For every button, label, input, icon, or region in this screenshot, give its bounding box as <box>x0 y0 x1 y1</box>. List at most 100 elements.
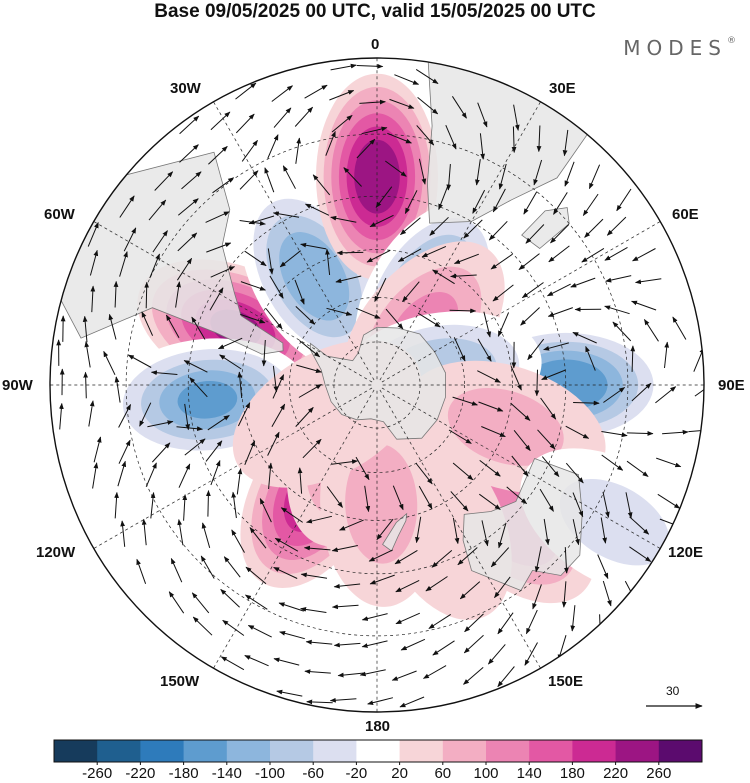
wind-vector <box>472 189 486 214</box>
wind-vector <box>295 406 314 427</box>
wind-vector <box>402 281 420 303</box>
wind-vector <box>123 227 137 252</box>
wind-vector <box>643 318 659 342</box>
colorbar-tick-label: 220 <box>603 765 629 782</box>
wind-vector <box>306 699 333 705</box>
wind-vector <box>432 269 455 285</box>
wind-vector <box>631 382 652 402</box>
wind-vector <box>303 545 331 551</box>
colorbar-tick-label: -20 <box>345 765 368 782</box>
wind-vector <box>276 689 303 697</box>
wind-vector <box>240 281 266 291</box>
wind-vector <box>170 557 183 583</box>
modes-logo: MODES® <box>623 36 736 60</box>
wind-vector <box>597 554 609 580</box>
wind-vector <box>664 341 670 369</box>
wind-vector <box>438 185 449 210</box>
wind-vector <box>606 216 627 236</box>
wind-vector <box>629 516 650 535</box>
wind-vector <box>616 188 632 212</box>
wind-vector <box>584 218 604 238</box>
wind-vector <box>151 442 171 463</box>
wind-vector <box>361 126 388 135</box>
wind-vector <box>331 115 353 133</box>
wind-vector <box>205 211 230 223</box>
wind-vector <box>415 516 422 544</box>
anomaly-contour <box>177 380 238 419</box>
wind-vector <box>626 460 649 477</box>
wind-vector <box>394 74 420 85</box>
wind-vector <box>392 485 404 511</box>
wind-vector <box>269 275 284 299</box>
wind-vector <box>536 125 542 153</box>
wind-vector <box>533 159 543 186</box>
wind-vector <box>672 316 687 340</box>
wind-vector <box>570 605 576 632</box>
wind-vector <box>147 420 174 428</box>
wind-vector <box>550 224 570 244</box>
colorbar-tick-label: -60 <box>302 765 325 782</box>
wind-vector <box>657 493 681 509</box>
wind-vector <box>457 547 478 566</box>
wind-vector <box>421 245 447 258</box>
wind-vector <box>326 486 343 508</box>
wind-vector <box>564 161 575 187</box>
wind-vector <box>154 171 174 191</box>
wind-vector <box>178 463 191 488</box>
wind-vector <box>152 230 168 253</box>
wind-vector <box>237 402 251 427</box>
wind-vector <box>585 345 596 371</box>
wind-vector <box>297 467 303 494</box>
wind-vector <box>463 219 483 239</box>
wind-vector <box>367 697 394 706</box>
wind-vector <box>368 549 393 562</box>
wind-vector <box>273 566 298 579</box>
colorbar-swatch <box>486 740 530 762</box>
wind-vector <box>387 132 412 144</box>
wind-vector <box>89 249 99 276</box>
wind-vector <box>120 520 126 547</box>
wind-vector <box>532 584 542 610</box>
wind-vector <box>236 468 243 495</box>
colorbar-swatch <box>442 740 487 762</box>
wind-vector <box>570 277 596 288</box>
wind-vector <box>432 640 455 656</box>
wind-vector <box>304 84 328 99</box>
wind-vector <box>497 522 507 549</box>
wind-vector <box>300 607 327 613</box>
wind-vector <box>302 438 322 459</box>
wind-vector <box>428 613 451 629</box>
wind-vector <box>304 669 331 674</box>
wind-vector <box>629 546 652 562</box>
wind-vector <box>477 370 501 383</box>
colorbar-tick-label: 260 <box>646 765 672 782</box>
wind-vector <box>114 491 119 519</box>
wind-vector <box>625 492 633 519</box>
wind-vector <box>165 314 180 339</box>
colorbar-swatch <box>615 740 660 762</box>
latitude-circle <box>241 249 513 521</box>
wind-vector <box>237 371 243 399</box>
wind-vector <box>217 337 243 350</box>
wind-vector <box>564 547 569 574</box>
wind-vector <box>272 365 279 393</box>
wind-vector <box>150 370 178 376</box>
wind-vector <box>510 402 531 421</box>
wind-vector <box>300 242 327 250</box>
wind-vector <box>335 275 362 284</box>
wind-vector <box>374 277 387 303</box>
wind-vector <box>244 594 268 610</box>
landmasses <box>60 58 617 592</box>
wind-vector <box>331 459 358 465</box>
wind-vector <box>273 657 300 666</box>
wind-vector <box>273 107 292 128</box>
wind-vector <box>235 113 255 134</box>
wind-vector <box>459 581 481 600</box>
wind-vector <box>118 439 131 464</box>
wind-vector <box>612 321 632 342</box>
colorbar-swatch <box>313 740 357 762</box>
registered-mark: ® <box>727 36 736 46</box>
wind-vector <box>572 331 597 344</box>
wind-vector <box>547 307 573 317</box>
wind-vector <box>385 308 404 330</box>
